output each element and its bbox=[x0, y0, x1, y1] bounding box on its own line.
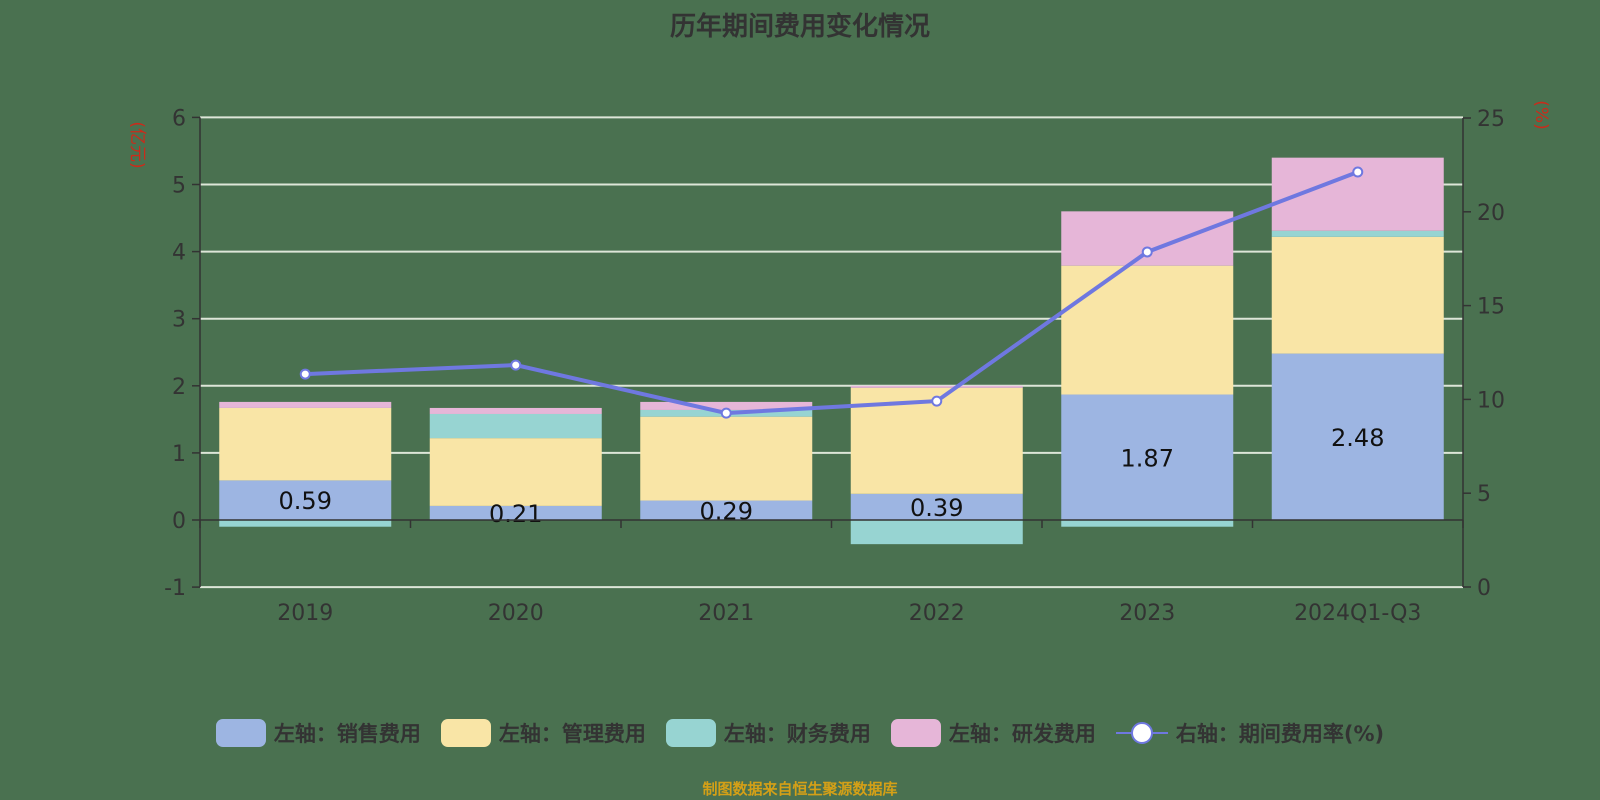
expense-rate-point[interactable] bbox=[510, 359, 522, 371]
left-axis-title: (亿元) bbox=[127, 121, 147, 168]
right-axis-tick-label: 25 bbox=[1477, 107, 1505, 132]
color-swatch-icon bbox=[440, 719, 491, 747]
legend-label: 左轴：财务费用 bbox=[723, 722, 871, 746]
legend-label: 右轴：期间费用率(%) bbox=[1175, 722, 1385, 746]
expense-rate-point[interactable] bbox=[1352, 166, 1364, 178]
bar-segment-rd[interactable] bbox=[429, 407, 602, 414]
line-marker-icon bbox=[1115, 719, 1168, 747]
bar-stack-2019[interactable] bbox=[219, 401, 392, 527]
x-axis-tick-label: 2019 bbox=[277, 601, 333, 626]
bar-segment-rd[interactable] bbox=[640, 401, 813, 410]
color-swatch-icon bbox=[665, 719, 716, 747]
legend-item-rd[interactable]: 左轴：研发费用 bbox=[890, 718, 1096, 748]
x-axis-tick-label: 2022 bbox=[909, 601, 965, 626]
right-axis-title: (%) bbox=[1531, 100, 1551, 129]
chart-title: 历年期间费用变化情况 bbox=[669, 12, 930, 42]
right-axis-tick-label: 15 bbox=[1477, 295, 1505, 320]
bar-value-label: 0.29 bbox=[700, 497, 753, 525]
x-axis-tick-label: 2024Q1-Q3 bbox=[1294, 601, 1421, 626]
bar-segment-rd[interactable] bbox=[219, 401, 392, 408]
legend-item-rate[interactable]: 右轴：期间费用率(%) bbox=[1115, 718, 1385, 748]
x-axis-tick-label: 2020 bbox=[488, 601, 544, 626]
expense-rate-point[interactable] bbox=[931, 395, 943, 407]
color-swatch-icon bbox=[215, 719, 266, 747]
bar-value-label: 0.59 bbox=[279, 487, 332, 515]
color-swatch-icon bbox=[890, 719, 941, 747]
legend-label: 左轴：研发费用 bbox=[948, 722, 1096, 746]
bar-segment-admin[interactable] bbox=[219, 407, 392, 481]
bar-stack-2024Q1-Q3[interactable] bbox=[1271, 157, 1444, 520]
bar-segment-finance[interactable] bbox=[1061, 520, 1234, 527]
bar-segment-finance[interactable] bbox=[1271, 230, 1444, 237]
bar-segment-sales[interactable] bbox=[850, 493, 1023, 520]
bar-stack-2023[interactable] bbox=[1061, 211, 1234, 527]
right-axis-tick-label: 0 bbox=[1477, 576, 1491, 601]
bar-value-label: 2.48 bbox=[1331, 424, 1384, 452]
right-axis-tick-label: 5 bbox=[1477, 482, 1491, 507]
legend-label: 左轴：管理费用 bbox=[498, 722, 646, 746]
left-axis-tick-label: 6 bbox=[172, 106, 186, 131]
bar-segment-sales[interactable] bbox=[429, 505, 602, 520]
right-axis-tick-label: 10 bbox=[1477, 388, 1505, 413]
legend-item-sales[interactable]: 左轴：销售费用 bbox=[215, 718, 421, 748]
bar-segment-sales[interactable] bbox=[1061, 394, 1234, 520]
legend-label: 左轴：销售费用 bbox=[273, 722, 421, 746]
expense-rate-point[interactable] bbox=[720, 407, 732, 419]
left-axis-tick-label: 1 bbox=[172, 442, 186, 467]
left-axis-tick-label: 4 bbox=[172, 241, 186, 266]
bar-segment-admin[interactable] bbox=[1061, 265, 1234, 395]
bar-segment-finance[interactable] bbox=[850, 520, 1023, 545]
bar-segment-rd[interactable] bbox=[1061, 211, 1234, 266]
x-axis-tick-label: 2023 bbox=[1119, 601, 1175, 626]
bar-value-label: 0.39 bbox=[910, 494, 963, 522]
left-axis-tick-label: 2 bbox=[172, 375, 186, 400]
bar-segment-sales[interactable] bbox=[1271, 353, 1444, 520]
legend: 左轴：销售费用 左轴：管理费用 左轴：财务费用 左轴：研发费用 右轴：期间费用率(%) bbox=[0, 718, 1600, 748]
legend-item-admin[interactable]: 左轴：管理费用 bbox=[440, 718, 646, 748]
bar-segment-sales[interactable] bbox=[219, 480, 392, 520]
bar-segment-admin[interactable] bbox=[1271, 236, 1444, 354]
bar-segment-sales[interactable] bbox=[640, 500, 813, 520]
bar-segment-admin[interactable] bbox=[640, 416, 813, 501]
bar-stack-2020[interactable] bbox=[429, 407, 602, 520]
bar-value-label: 0.21 bbox=[489, 500, 542, 528]
bar-value-label: 1.87 bbox=[1121, 444, 1174, 472]
legend-item-finance[interactable]: 左轴：财务费用 bbox=[665, 718, 871, 748]
left-axis-tick-label: 0 bbox=[172, 509, 186, 534]
bar-stack-2021[interactable] bbox=[640, 401, 813, 520]
x-axis-tick-label: 2021 bbox=[698, 601, 754, 626]
expense-rate-point[interactable] bbox=[299, 368, 311, 380]
bar-segment-admin[interactable] bbox=[429, 438, 602, 506]
left-axis-tick-label: 5 bbox=[172, 174, 186, 199]
expense-rate-line bbox=[305, 170, 1359, 416]
source-note: 制图数据来自恒生聚源数据库 bbox=[702, 780, 898, 798]
bar-segment-finance[interactable] bbox=[219, 520, 392, 527]
left-axis-tick-label: 3 bbox=[172, 308, 186, 333]
bar-segment-finance[interactable] bbox=[429, 413, 602, 439]
right-axis-tick-label: 20 bbox=[1477, 201, 1505, 226]
bar-segment-rd[interactable] bbox=[850, 385, 1023, 388]
left-axis-tick-label: -1 bbox=[164, 576, 186, 601]
expense-rate-point[interactable] bbox=[1141, 246, 1153, 258]
